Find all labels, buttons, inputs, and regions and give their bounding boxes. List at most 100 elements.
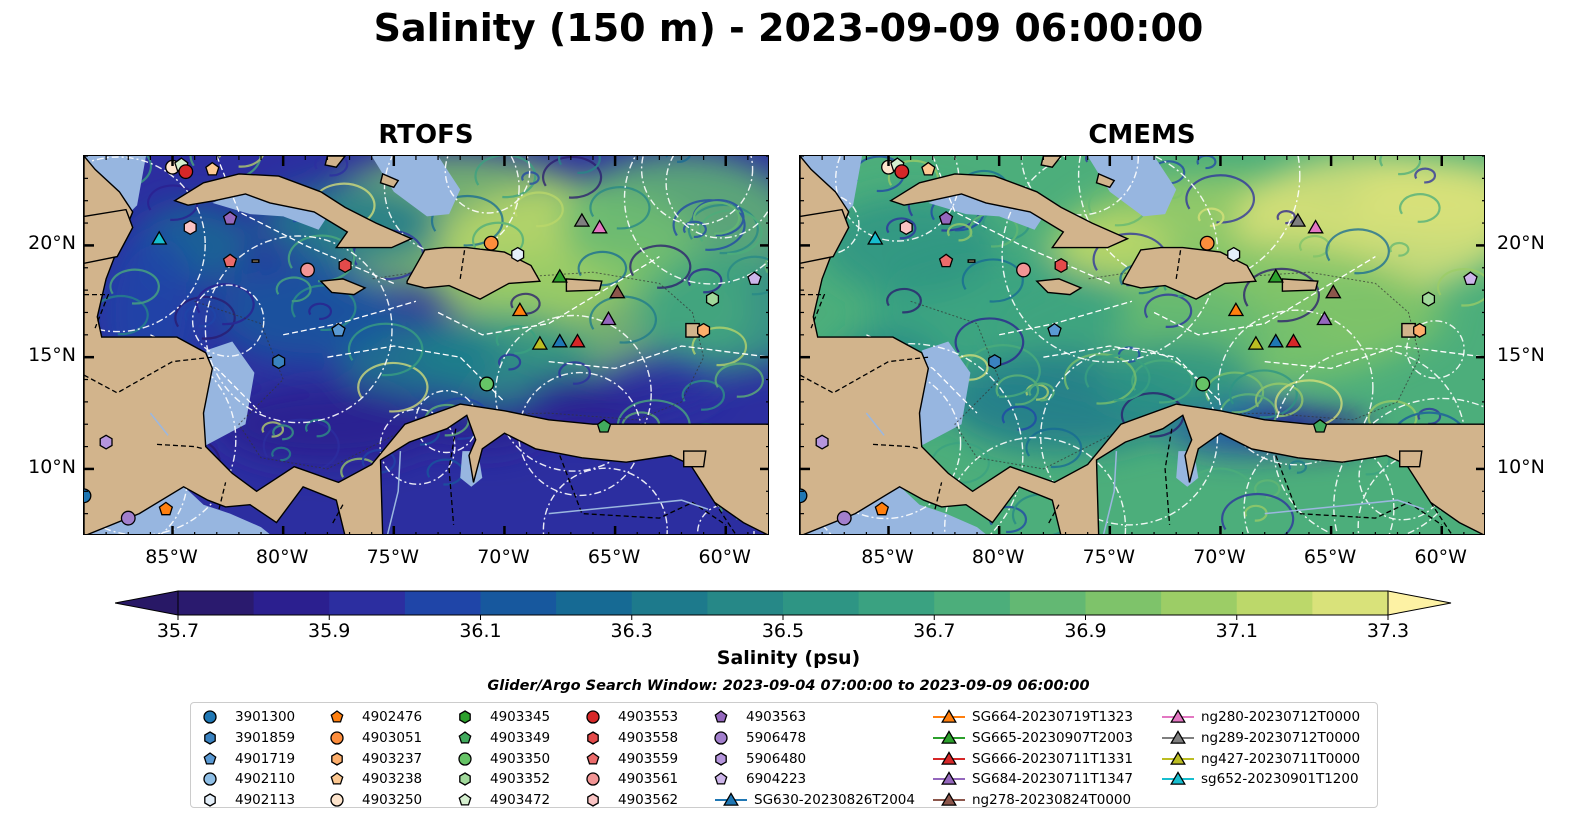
legend-triangle-marker bbox=[1170, 750, 1186, 765]
cmems-obs-marker-13 bbox=[836, 510, 852, 526]
colorbar-segment bbox=[556, 591, 633, 615]
legend-hexagon-marker bbox=[587, 793, 599, 807]
rtofs-obs-marker-22 bbox=[151, 230, 168, 245]
colorbar-segment bbox=[480, 591, 557, 615]
rtofs-obs-marker-11 bbox=[99, 434, 113, 450]
legend-circle-marker bbox=[586, 772, 600, 787]
colorbar-segment bbox=[329, 591, 406, 615]
legend-label: 4902113 bbox=[235, 792, 296, 809]
legend-label: 4903561 bbox=[618, 771, 679, 788]
legend-marker bbox=[1162, 729, 1194, 744]
land-trinidad bbox=[1399, 450, 1423, 468]
rtofs-map-panel[interactable] bbox=[83, 155, 769, 535]
cmems-obs-marker-23 bbox=[1289, 212, 1307, 227]
cmems-obs-marker-31 bbox=[1285, 333, 1302, 348]
cmems-obs-marker-27 bbox=[1227, 302, 1245, 317]
legend-label: 4903238 bbox=[362, 771, 423, 788]
legend-pentagon-marker bbox=[458, 793, 472, 806]
legend-hexagon-marker bbox=[715, 751, 727, 766]
rtofs-obs-marker-24 bbox=[591, 219, 608, 234]
legend-label: 3901300 bbox=[235, 709, 296, 725]
legend-circle-marker bbox=[714, 731, 728, 745]
cmems-obs-marker-18 bbox=[1312, 418, 1328, 433]
legend-label: SG665-20230907T2003 bbox=[972, 729, 1133, 746]
rtofs-lat-tick-label: 10°N bbox=[28, 455, 76, 478]
rtofs-obs-marker-30 bbox=[551, 333, 568, 348]
land-central-america bbox=[84, 156, 768, 534]
cmems-obs-marker-3 bbox=[921, 161, 936, 176]
cmems-obs-marker-30 bbox=[1267, 333, 1284, 348]
cmems-map-panel[interactable] bbox=[799, 155, 1485, 535]
land-puerto-rico bbox=[1281, 278, 1319, 292]
legend-label: 4903237 bbox=[362, 750, 423, 767]
legend-marker bbox=[459, 710, 471, 724]
land-bahamas-1 bbox=[324, 156, 346, 168]
cmems-obs-marker-14 bbox=[874, 501, 890, 516]
cmems-obs-marker-12 bbox=[800, 488, 808, 504]
legend-hexagon-marker bbox=[459, 772, 471, 787]
land-jamaica bbox=[319, 278, 367, 296]
rtofs-obs-marker-2 bbox=[178, 164, 194, 180]
cmems-obs-marker-15 bbox=[1199, 235, 1215, 251]
cmems-obs-marker-6 bbox=[938, 253, 954, 268]
land-puerto-rico bbox=[565, 278, 603, 292]
legend-label: SG630-20230826T2004 bbox=[754, 792, 915, 809]
cmems-obs-marker-11 bbox=[815, 434, 829, 450]
colorbar bbox=[115, 590, 1452, 620]
land-trinidad bbox=[683, 450, 707, 468]
bahamas-shelf bbox=[283, 156, 461, 217]
legend-pentagon-marker bbox=[714, 710, 728, 723]
legend-label: 4903472 bbox=[490, 792, 551, 809]
legend-marker bbox=[330, 793, 344, 807]
cmems-obs-marker-20 bbox=[1463, 271, 1478, 286]
cmems-lon-tick-label: 70°W bbox=[1193, 546, 1246, 568]
rtofs-obs-marker-17 bbox=[479, 376, 495, 392]
land-yucatan-north bbox=[84, 208, 134, 265]
rtofs-obs-marker-13 bbox=[120, 510, 136, 526]
legend-circle-marker bbox=[586, 710, 600, 724]
legend-marker bbox=[586, 710, 600, 724]
colorbar-extend-high bbox=[1387, 590, 1452, 616]
legend-hexagon-marker bbox=[587, 731, 599, 745]
cmems-obs-marker-21 bbox=[1413, 322, 1427, 338]
land-bahamas-1 bbox=[1040, 156, 1062, 168]
land-yucatan-north bbox=[800, 208, 850, 265]
colorbar-segment bbox=[1009, 591, 1087, 615]
rtofs-obs-marker-15 bbox=[483, 235, 499, 251]
cmems-obs-marker-24 bbox=[1307, 219, 1324, 234]
legend-marker bbox=[714, 731, 728, 745]
rtofs-obs-marker-19 bbox=[705, 291, 720, 307]
legend-marker bbox=[458, 730, 472, 744]
legend-marker bbox=[933, 750, 965, 765]
legend-label: 4903558 bbox=[618, 729, 679, 746]
legend-marker bbox=[330, 731, 344, 745]
land-cuba bbox=[173, 173, 414, 249]
legend-pentagon-marker bbox=[330, 710, 344, 723]
legend-hexagon-marker bbox=[331, 751, 343, 766]
legend-label: 4903562 bbox=[618, 792, 679, 809]
cmems-lon-tick-label: 65°W bbox=[1303, 546, 1357, 568]
legend-label: 4903352 bbox=[490, 771, 551, 788]
legend-label: 4903345 bbox=[490, 709, 551, 725]
legend-label: ng427-20230711T0000 bbox=[1201, 750, 1361, 767]
cmems-map-svg bbox=[800, 156, 1484, 534]
colorbar-segment bbox=[1085, 591, 1162, 615]
legend-hexagon-marker bbox=[459, 710, 471, 724]
land-jamaica bbox=[1035, 278, 1083, 296]
legend-marker bbox=[330, 710, 344, 723]
legend-label: 6904223 bbox=[746, 771, 807, 788]
colorbar-tick-label: 36.9 bbox=[1064, 620, 1107, 642]
colorbar-tick-label: 37.3 bbox=[1366, 620, 1410, 642]
cmems-obs-marker-22 bbox=[867, 230, 884, 245]
rtofs-obs-marker-7 bbox=[300, 262, 315, 278]
search-window-text: Glider/Argo Search Window: 2023-09-04 07… bbox=[487, 678, 1090, 694]
rtofs-obs-marker-29 bbox=[531, 335, 549, 350]
legend-pentagon-marker bbox=[203, 751, 217, 765]
colorbar-segment bbox=[1236, 591, 1313, 615]
rtofs-lon-tick-label: 75°W bbox=[366, 546, 420, 568]
legend-marker bbox=[331, 751, 343, 766]
colorbar-segment bbox=[1312, 591, 1389, 615]
land-cuba bbox=[889, 173, 1130, 249]
legend-label: 4902110 bbox=[235, 771, 296, 788]
land-bahamas-2 bbox=[1095, 172, 1116, 189]
